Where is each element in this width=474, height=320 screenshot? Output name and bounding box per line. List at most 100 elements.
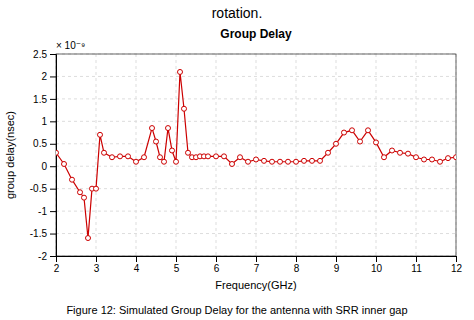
tick-mark xyxy=(136,256,137,262)
marker xyxy=(162,159,167,164)
tick-mark xyxy=(336,256,337,262)
marker xyxy=(62,161,67,166)
tick-mark xyxy=(376,256,377,262)
title: Group Delay xyxy=(220,27,292,41)
y-axis: -2-1.5-1-0.500.511.522.5 xyxy=(30,49,57,262)
marker xyxy=(134,159,139,164)
tick-label: 3 xyxy=(94,263,100,274)
tick-mark xyxy=(296,256,297,262)
marker xyxy=(186,150,191,155)
tick-label: -2 xyxy=(38,251,47,262)
tick: 2.5 xyxy=(33,49,56,60)
marker xyxy=(390,148,395,153)
tick-label: -0.5 xyxy=(30,183,48,194)
tick-mark xyxy=(50,234,56,235)
grid-line-y xyxy=(56,76,456,77)
marker xyxy=(262,158,267,163)
marker xyxy=(438,159,443,164)
grid-line-y xyxy=(56,233,456,234)
marker xyxy=(366,128,371,133)
tick-mark xyxy=(50,76,56,77)
marker xyxy=(342,130,347,135)
marker xyxy=(110,155,115,160)
grid-line-y xyxy=(56,121,456,122)
tick-mark xyxy=(50,121,56,122)
tick-mark xyxy=(456,256,457,262)
marker xyxy=(174,159,179,164)
marker xyxy=(414,155,419,160)
tick: 1 xyxy=(41,116,56,127)
marker xyxy=(150,126,155,131)
grid xyxy=(56,54,456,256)
tick: 7 xyxy=(254,256,260,274)
x-axis-title: Frequency(GHz) xyxy=(215,279,296,291)
tick: 10 xyxy=(371,256,383,274)
marker xyxy=(430,157,435,162)
marker xyxy=(454,155,457,160)
tick-label: 12 xyxy=(451,263,463,274)
grid-line-x xyxy=(256,54,257,256)
tick: 4 xyxy=(134,256,140,274)
tick-mark xyxy=(96,256,97,262)
tick: -1.5 xyxy=(30,228,56,239)
marker xyxy=(422,157,427,162)
marker xyxy=(374,140,379,145)
marker xyxy=(118,154,123,159)
marker xyxy=(78,190,83,195)
marker xyxy=(154,139,159,144)
marker xyxy=(302,158,307,163)
grid-line-y xyxy=(56,166,456,167)
marker xyxy=(334,141,339,146)
tick-label: 9 xyxy=(334,263,340,274)
tick: 0.5 xyxy=(33,138,56,149)
marker xyxy=(294,159,299,164)
tick-label: 5 xyxy=(174,263,180,274)
annotation: × 10⁻⁹ xyxy=(56,40,85,51)
axis-line xyxy=(50,55,57,257)
tick-mark xyxy=(50,211,56,212)
marker xyxy=(170,148,175,153)
tick-mark xyxy=(416,256,417,262)
marker xyxy=(278,159,283,164)
tick: 12 xyxy=(451,256,463,274)
marker xyxy=(446,156,451,161)
tick: 2 xyxy=(54,256,60,274)
grid-line-x xyxy=(136,54,137,256)
tick-label: 0.5 xyxy=(33,138,47,149)
marker xyxy=(286,159,291,164)
subtitle: rotation. xyxy=(212,5,263,21)
tick-label: 10 xyxy=(371,263,383,274)
grid-line-x xyxy=(336,54,337,256)
marker xyxy=(182,106,187,111)
tick-label: 2 xyxy=(54,263,60,274)
marker xyxy=(206,154,211,159)
grid-line-y xyxy=(56,143,456,144)
tick: 1.5 xyxy=(33,94,56,105)
marker xyxy=(214,154,219,159)
grid-line-y xyxy=(56,98,456,99)
tick-label: 11 xyxy=(411,263,422,274)
tick: 6 xyxy=(214,256,220,274)
marker xyxy=(94,186,99,191)
plot-frame xyxy=(56,54,456,256)
tick-mark xyxy=(256,256,257,262)
marker xyxy=(382,155,387,160)
series xyxy=(56,69,456,240)
marker xyxy=(270,159,275,164)
tick-label: 7 xyxy=(254,263,260,274)
tick-label: 8 xyxy=(294,263,300,274)
marker xyxy=(318,158,323,163)
marker xyxy=(350,128,355,133)
grid-line-y xyxy=(56,211,456,212)
caption: Figure 12: Simulated Group Delay for the… xyxy=(66,304,407,316)
marker xyxy=(398,150,403,155)
x-axis: 2 3 4 5 6 7 8 9 10 11 12 xyxy=(54,256,463,274)
marker xyxy=(142,155,147,160)
tick: 9 xyxy=(334,256,340,274)
tick-label: 4 xyxy=(134,263,140,274)
marker xyxy=(86,236,91,241)
grid-line-x xyxy=(376,54,377,256)
tick-label: 6 xyxy=(214,263,220,274)
marker xyxy=(238,155,243,160)
marker xyxy=(98,132,103,137)
